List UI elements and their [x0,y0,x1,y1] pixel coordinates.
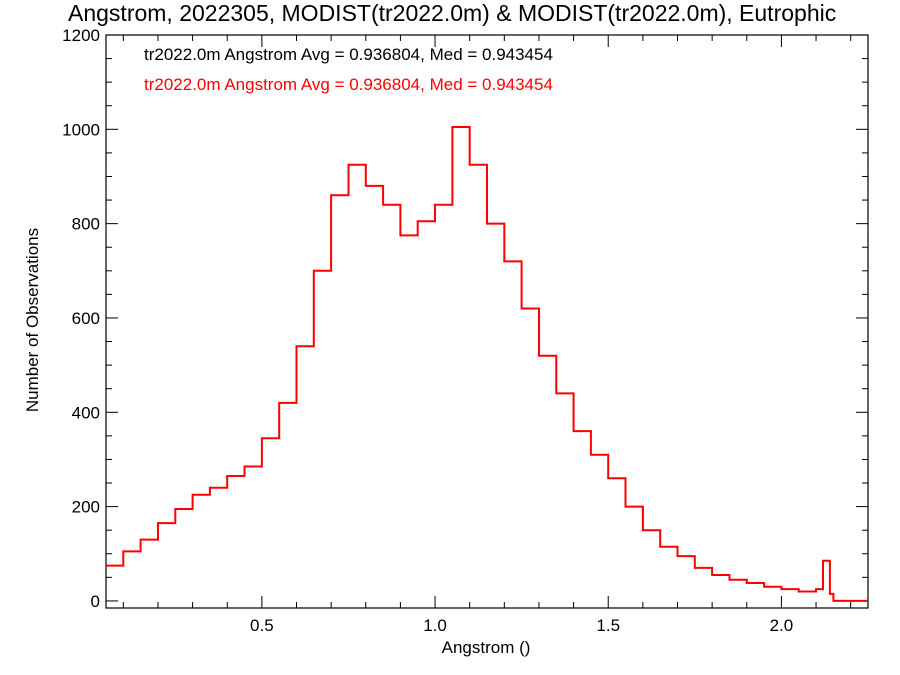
y-tick-label: 600 [72,309,100,328]
y-tick-label: 400 [72,403,100,422]
y-tick-label: 1000 [62,120,100,139]
y-tick-label: 800 [72,215,100,234]
x-tick-label: 1.0 [423,616,447,635]
plot-frame [105,34,869,609]
y-axis-title: Number of Observations [23,227,42,413]
x-axis-title: Angstrom () [441,638,531,657]
y-tick-label: 0 [91,592,100,611]
x-tick-label: 1.5 [596,616,620,635]
histogram-step-line [106,126,868,602]
x-tick-label: 2.0 [770,616,794,635]
y-tick-label: 200 [72,498,100,517]
x-tick-label: 0.5 [250,616,274,635]
chart-title: Angstrom, 2022305, MODIST(tr2022.0m) & M… [68,0,837,26]
y-tick-label: 1200 [62,26,100,45]
stats-annotation-black: tr2022.0m Angstrom Avg = 0.936804, Med =… [144,45,553,64]
stats-annotation-red: tr2022.0m Angstrom Avg = 0.936804, Med =… [144,75,553,94]
